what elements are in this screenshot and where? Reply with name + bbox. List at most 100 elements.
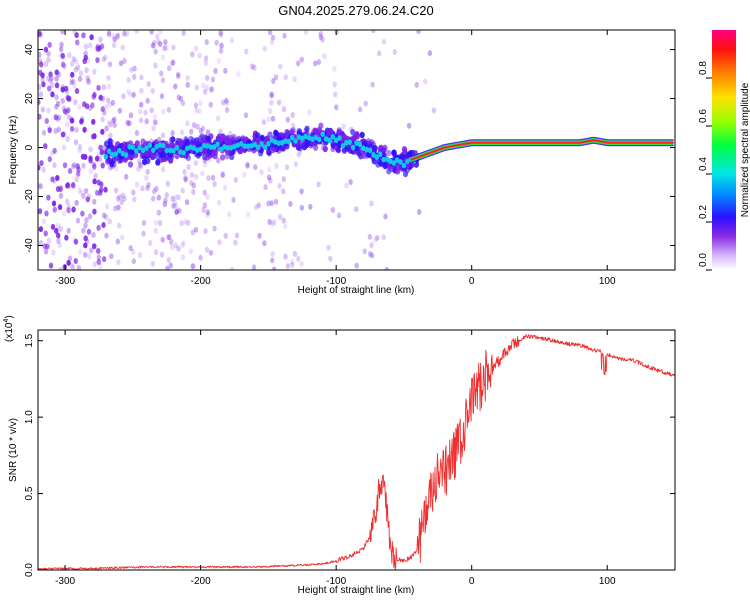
spectrogram-point bbox=[55, 222, 61, 229]
spectrogram-point bbox=[170, 130, 175, 137]
spectrogram-band-point bbox=[304, 125, 310, 132]
spectrogram-band-point bbox=[344, 145, 350, 152]
spectrogram-band-point bbox=[312, 144, 319, 151]
spectrogram-point bbox=[262, 45, 267, 52]
spectrogram-point bbox=[259, 169, 264, 176]
spectrogram-point bbox=[270, 251, 275, 258]
spectrogram-x-tick-label: -300 bbox=[55, 276, 75, 287]
spectrogram-point bbox=[372, 237, 378, 244]
spectrogram-band-point bbox=[341, 133, 347, 140]
spectrogram-band-point bbox=[257, 150, 264, 157]
spectrogram-point bbox=[216, 57, 221, 64]
spectrogram-point bbox=[330, 207, 336, 214]
spectrogram-point bbox=[186, 164, 191, 171]
spectrogram-point bbox=[274, 162, 279, 169]
spectrogram-point bbox=[96, 258, 101, 265]
spectrogram-point bbox=[189, 171, 195, 178]
spectrogram-point bbox=[307, 109, 312, 116]
spectrogram-point bbox=[46, 50, 51, 57]
spectrogram-point bbox=[180, 100, 186, 107]
spectrogram-point bbox=[204, 75, 210, 82]
ridge-point bbox=[384, 156, 390, 162]
spectrogram-point bbox=[50, 91, 55, 98]
spectrogram-point bbox=[166, 234, 171, 241]
spectrogram-point bbox=[371, 30, 376, 34]
spectrogram-band-point bbox=[183, 136, 189, 143]
spectrogram-point bbox=[223, 232, 228, 239]
spectrogram-band-point bbox=[157, 146, 163, 153]
spectrogram-point bbox=[137, 161, 143, 168]
spectrogram-point bbox=[134, 181, 140, 188]
ridge-point bbox=[215, 141, 220, 148]
spectrogram-point bbox=[128, 112, 134, 119]
spectrogram-band-point bbox=[164, 153, 170, 161]
spectrogram-point bbox=[125, 30, 130, 37]
spectrogram-point bbox=[167, 234, 172, 241]
spectrogram-point bbox=[281, 176, 287, 183]
spectrogram-point bbox=[86, 57, 91, 64]
spectrogram-point bbox=[91, 231, 96, 238]
spectrogram-point bbox=[283, 253, 288, 260]
spectrogram-point bbox=[202, 189, 207, 196]
spectrogram-point bbox=[59, 41, 64, 48]
snr-panel: -300 -200 -100 0 100 0.0 0.5 1.0 1.5 Height of … bbox=[3, 315, 676, 596]
spectrogram-point bbox=[271, 266, 277, 270]
spectrogram-point bbox=[270, 115, 276, 122]
spectrogram-point bbox=[58, 192, 64, 199]
spectrogram-point bbox=[150, 42, 156, 49]
spectrogram-point bbox=[171, 59, 176, 66]
spectrogram-point bbox=[165, 265, 170, 270]
spectrogram-x-ticks: -300 -200 -100 0 100 bbox=[55, 30, 616, 287]
spectrogram-band-point bbox=[326, 129, 332, 137]
ridge-point bbox=[184, 145, 190, 152]
spectrogram-point bbox=[383, 213, 388, 220]
spectrogram-band-point bbox=[279, 131, 285, 139]
spectrogram-point bbox=[101, 256, 107, 263]
spectrogram-band-point bbox=[127, 161, 134, 168]
ridge-point bbox=[262, 144, 268, 151]
spectrogram-point bbox=[267, 30, 273, 36]
spectrogram-band-point bbox=[369, 138, 375, 146]
spectrogram-point bbox=[61, 210, 67, 217]
chart-title: GN04.2025.279.06.24.C20 bbox=[278, 3, 433, 18]
spectrogram-point bbox=[92, 198, 97, 205]
spectrogram-point bbox=[150, 260, 156, 267]
ridge-point bbox=[306, 135, 312, 141]
spectrogram-point bbox=[190, 263, 195, 270]
spectrogram-point bbox=[85, 196, 90, 203]
spectrogram-point bbox=[156, 209, 162, 216]
spectrogram-point bbox=[174, 208, 179, 215]
spectrogram-point bbox=[203, 60, 208, 67]
ridge-point bbox=[303, 133, 308, 140]
spectrogram-point bbox=[163, 197, 168, 204]
spectrogram-point bbox=[318, 34, 324, 41]
spectrogram-point bbox=[126, 88, 131, 95]
spectrogram-point bbox=[153, 219, 158, 226]
spectrogram-point bbox=[423, 78, 428, 85]
ridge-point bbox=[350, 144, 356, 151]
spectrogram-point bbox=[392, 49, 397, 56]
spectrogram-point bbox=[90, 133, 96, 140]
spectrogram-point bbox=[60, 97, 65, 104]
spectrogram-band-point bbox=[153, 139, 159, 146]
spectrogram-point bbox=[52, 162, 57, 169]
spectrogram-point bbox=[183, 219, 189, 226]
spectrogram-point bbox=[46, 194, 51, 201]
spectrogram-point bbox=[100, 162, 105, 169]
spectrogram-point bbox=[56, 237, 61, 244]
ridge-point bbox=[300, 135, 305, 142]
ridge-point bbox=[120, 150, 125, 157]
spectrogram-point bbox=[159, 251, 165, 258]
spectrogram-band-point bbox=[150, 153, 157, 160]
spectrogram-point bbox=[191, 188, 196, 195]
ridge-point bbox=[137, 144, 142, 151]
spectrogram-point bbox=[72, 237, 77, 244]
spectrogram-y-tick-label: 40 bbox=[24, 44, 35, 56]
snr-x-axis-label: Height of straight line (km) bbox=[298, 585, 415, 596]
spectrogram-point bbox=[85, 75, 90, 82]
spectrogram-point bbox=[115, 32, 120, 39]
spectrogram-point bbox=[183, 176, 188, 183]
spectrogram-point bbox=[295, 60, 301, 67]
spectrogram-point bbox=[58, 186, 63, 193]
spectrogram-point bbox=[62, 162, 68, 169]
